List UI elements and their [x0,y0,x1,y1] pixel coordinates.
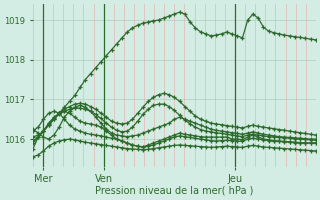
X-axis label: Pression niveau de la mer( hPa ): Pression niveau de la mer( hPa ) [95,186,253,196]
